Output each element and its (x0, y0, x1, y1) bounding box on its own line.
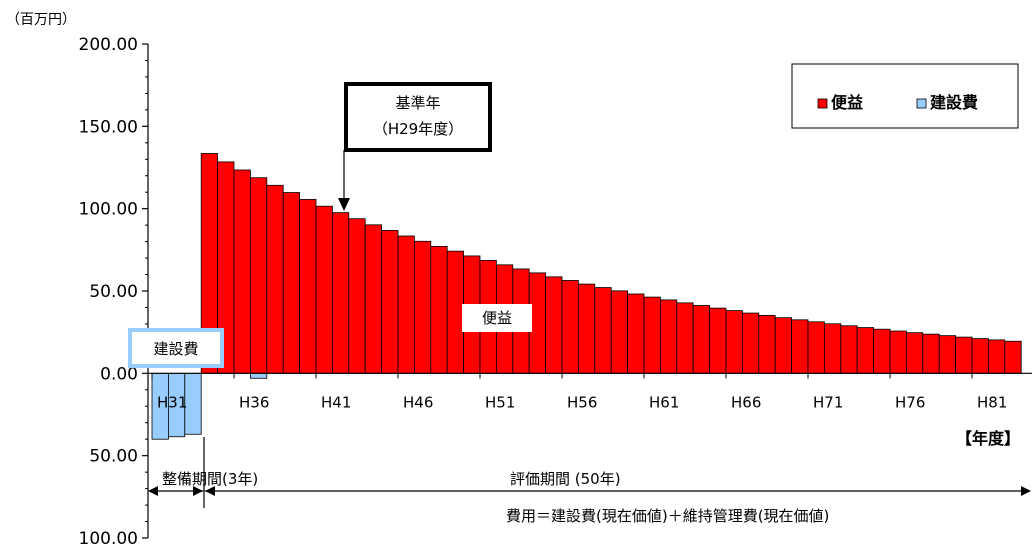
legend-label-benefit: 便益 (831, 93, 863, 112)
legend-frame (791, 63, 1019, 129)
benefit-label-box (462, 304, 532, 332)
benefit-bar (840, 325, 858, 374)
construction-bar (249, 372, 268, 379)
base-year-box (344, 82, 492, 152)
benefit-bar (807, 321, 825, 374)
benefit-bar (446, 250, 465, 374)
benefit-bar (856, 327, 875, 374)
y-tick-label: 100.00 (79, 200, 138, 220)
maintenance-arrow-right (193, 486, 203, 496)
maintenance-period-label: 整備期間(3年) (162, 470, 258, 488)
benefit-bar (397, 235, 415, 374)
benefit-bar (774, 317, 793, 374)
benefit-bar (413, 240, 432, 374)
x-tick-label: H31 (157, 393, 187, 411)
y-tick-label: 150.00 (79, 117, 138, 137)
legend-label-construction: 建設費 (930, 93, 978, 112)
y-tick-label: 50.00 (89, 447, 138, 467)
benefit-bar (988, 339, 1006, 374)
evaluation-period-label: 評価期間 (50年) (510, 470, 621, 488)
y-tick-label: 200.00 (79, 35, 138, 55)
benefit-bar (561, 280, 579, 374)
x-tick-label: H76 (895, 393, 925, 411)
benefit-bar (643, 296, 661, 374)
benefit-bar (364, 224, 383, 374)
benefit-bar (233, 169, 251, 374)
benefit-bar (348, 218, 366, 374)
benefit-bar (381, 230, 399, 374)
benefit-bar (725, 310, 743, 374)
benefit-bar (545, 276, 563, 374)
x-tick-label: H41 (321, 393, 351, 411)
benefit-bar (299, 199, 317, 374)
benefit-inline-label: 便益 (462, 304, 532, 332)
x-tick-label: H71 (813, 393, 843, 411)
evaluation-arrow-right (1021, 486, 1031, 496)
benefit-bar (906, 332, 924, 374)
benefit-bar (791, 319, 809, 374)
benefit-bar (758, 314, 776, 374)
axis-layer: 200.00 150.00 100.00 50.00 0.00 50.00 100.00 H3… (79, 35, 1032, 544)
benefit-bar (938, 335, 957, 374)
x-axis-label: 【年度】 (956, 429, 1020, 448)
benefit-bar (1004, 340, 1022, 374)
y-tick-label: 50.00 (89, 282, 138, 302)
y-tick-label: 0.00 (100, 364, 138, 384)
benefit-bar (889, 330, 907, 374)
x-tick-label: H51 (485, 393, 515, 411)
benefit-bar (873, 328, 891, 374)
cost-formula-label: 費用＝建設費(現在価値)＋維持管理費(現在価値) (506, 507, 829, 525)
benefit-bar (315, 205, 333, 374)
legend-swatch-construction (916, 98, 927, 109)
benefit-bar (824, 323, 842, 374)
maintenance-arrow-left (148, 486, 158, 496)
benefit-bar (709, 307, 727, 374)
x-tick-label: H36 (239, 393, 269, 411)
benefit-bar (660, 299, 678, 374)
construction-label-text: 建設費 (153, 340, 198, 358)
benefit-bar (331, 212, 350, 374)
benefit-bar (578, 283, 596, 374)
benefit-bar (282, 192, 301, 374)
benefit-bar (742, 312, 760, 374)
x-tick-label: H61 (649, 393, 679, 411)
benefit-bar (676, 302, 694, 374)
y-tick-label: 100.00 (79, 529, 138, 544)
benefit-bar (266, 184, 284, 374)
construction-inline-label: 建設費 (128, 328, 224, 368)
base-year-title: 基準年 (395, 94, 440, 112)
x-tick-label: H81 (977, 393, 1007, 411)
legend: 便益 建設費 (791, 63, 1019, 129)
evaluation-arrow-left (205, 486, 215, 496)
benefit-bar (692, 305, 711, 374)
legend-swatch-benefit (817, 98, 828, 109)
benefit-bar (594, 287, 612, 374)
benefit-bar (627, 293, 645, 374)
base-year-subtitle: （H29年度） (373, 120, 463, 138)
base-year-callout: 基準年 （H29年度） (338, 82, 492, 211)
unit-label: （百万円） (6, 12, 76, 28)
bars-layer (151, 153, 1022, 440)
x-tick-label: H66 (731, 393, 761, 411)
benefit-bar (922, 333, 940, 374)
construction-label-box (128, 328, 224, 368)
benefit-bar (249, 177, 268, 374)
x-tick-label: H46 (403, 393, 433, 411)
benefit-bar (971, 338, 989, 374)
period-annotations: 整備期間(3年) 評価期間 (50年) 費用＝建設費(現在価値)＋維持管理費(現… (148, 437, 1031, 525)
benefit-bar (430, 245, 448, 374)
base-year-arrow-head (338, 198, 350, 211)
x-tick-label: H56 (567, 393, 597, 411)
benefit-label-text: 便益 (482, 309, 512, 327)
benefit-bar (955, 336, 973, 374)
benefit-bar (610, 290, 629, 374)
